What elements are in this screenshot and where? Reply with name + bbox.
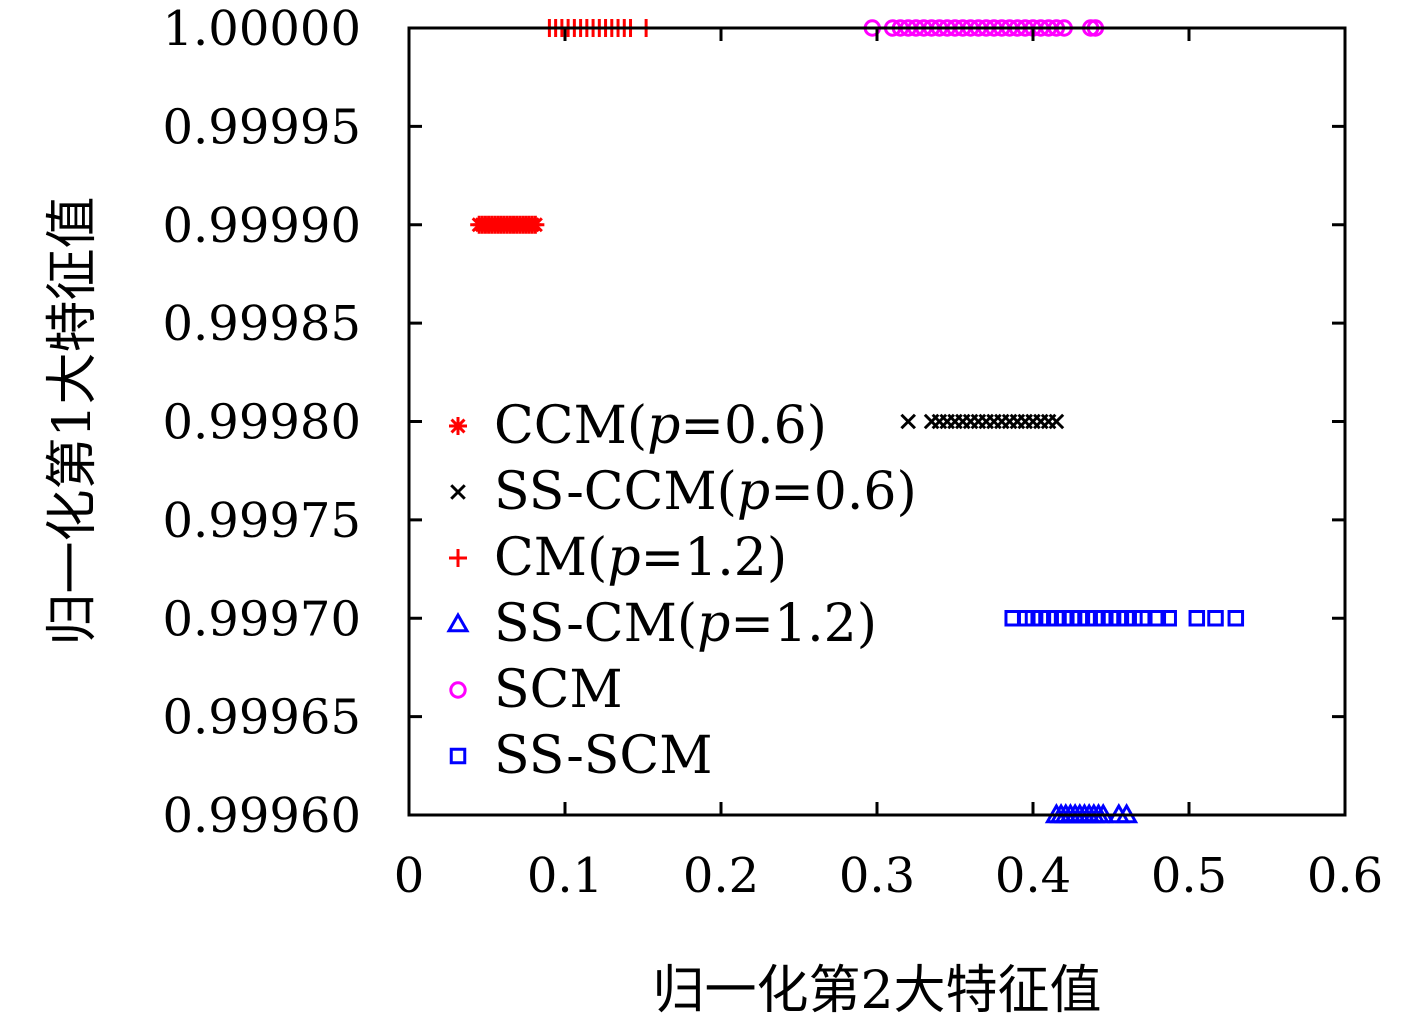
data-point xyxy=(1160,610,1177,627)
legend-entry: SS-CM(p=1.2) xyxy=(446,594,877,654)
y-tick-label: 0.99990 xyxy=(163,198,362,254)
legend-marker xyxy=(449,681,467,699)
y-tick-label: 0.99980 xyxy=(163,395,362,451)
series-2-points xyxy=(900,413,1065,430)
data-point xyxy=(900,413,917,430)
x-tick-label: 0.5 xyxy=(1151,848,1227,904)
data-point xyxy=(1207,610,1224,627)
x-tick-label: 0 xyxy=(394,848,425,904)
y-tick-label: 0.99995 xyxy=(163,99,362,155)
data-point xyxy=(1227,610,1245,627)
legend: CCM(p=0.6)SS-CCM(p=0.6)CM(p=1.2)SS-CM(p=… xyxy=(446,396,917,786)
legend-entry: CCM(p=0.6) xyxy=(449,396,827,456)
legend-entry: SCM xyxy=(449,660,623,720)
legend-entry: CM(p=1.2) xyxy=(449,528,787,588)
data-point xyxy=(1188,610,1206,627)
legend-marker xyxy=(449,549,467,567)
legend-marker xyxy=(450,484,466,500)
legend-entry: SS-CCM(p=0.6) xyxy=(450,462,917,522)
data-point xyxy=(526,215,545,234)
legend-label: SCM xyxy=(494,660,623,720)
y-tick-label: 1.00000 xyxy=(163,1,362,57)
y-tick-label: 0.99965 xyxy=(163,690,362,746)
x-tick-label: 0.3 xyxy=(839,848,915,904)
x-tick-label: 0.2 xyxy=(683,848,759,904)
y-tick-label: 0.99960 xyxy=(163,788,362,844)
data-point xyxy=(1048,413,1065,430)
series-6-points xyxy=(1004,610,1245,627)
legend-label: SS-CM(p=1.2) xyxy=(494,594,877,654)
y-axis-label: 归一化第1大特征值 xyxy=(43,196,103,645)
y-tick-label: 0.99975 xyxy=(163,493,362,549)
ticks-layer: 0 0.1 0.2 0.3 0.4 0.5 0.6 0.99960 0.99965 0.99970… xyxy=(163,1,1384,904)
x-tick-label: 0.6 xyxy=(1307,848,1383,904)
legend-marker xyxy=(449,747,467,765)
legend-label: SS-SCM xyxy=(494,726,712,786)
legend-label: SS-CCM(p=0.6) xyxy=(494,462,917,522)
legend-marker xyxy=(446,611,470,633)
legend-marker xyxy=(449,417,467,435)
x-axis-label: 归一化第2大特征值 xyxy=(652,961,1101,1021)
y-tick-label: 0.99970 xyxy=(163,591,362,647)
data-point xyxy=(1133,610,1151,627)
legend-label: CCM(p=0.6) xyxy=(494,396,827,456)
x-tick-label: 0.1 xyxy=(527,848,603,904)
legend-entry: SS-SCM xyxy=(449,726,712,786)
y-tick-label: 0.99985 xyxy=(163,296,362,352)
x-tick-label: 0.4 xyxy=(995,848,1071,904)
series-1-points xyxy=(470,215,545,234)
data-point xyxy=(1149,610,1167,627)
legend-label: CM(p=1.2) xyxy=(494,528,787,588)
